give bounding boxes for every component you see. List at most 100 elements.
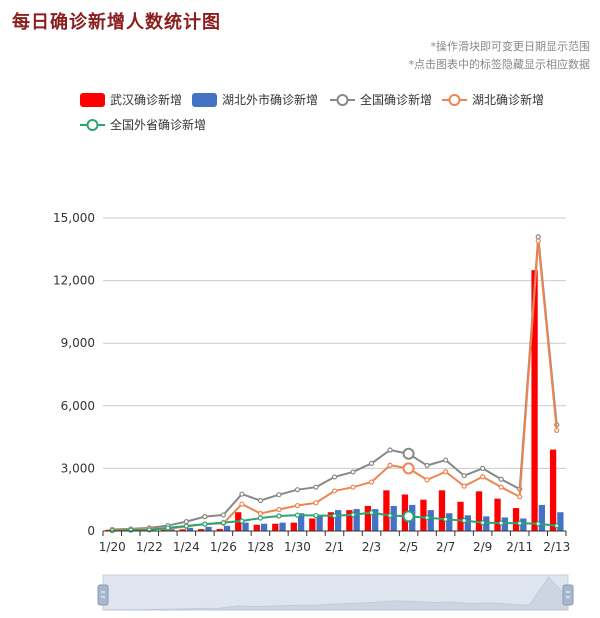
bar-s0-12[interactable] [327,512,334,531]
bar-s0-15[interactable] [383,490,390,531]
point-s4-3[interactable] [165,525,171,531]
point-s3-24[interactable] [554,427,560,434]
bar-s1-18[interactable] [446,513,453,531]
legend-item-0[interactable]: 武汉确诊新增 [80,92,182,107]
point-s2-14[interactable] [368,460,375,466]
legend-item-4[interactable]: 全国外省确诊新增 [80,117,206,132]
bar-s1-6[interactable] [223,525,231,531]
point-s2-7[interactable] [239,491,245,497]
point-s4-17[interactable] [424,515,430,521]
point-s3-8[interactable] [257,510,264,517]
bar-s0-10[interactable] [290,522,297,531]
bar-s1-23[interactable] [538,504,546,531]
point-s4-8[interactable] [257,515,264,521]
bar-s0-20[interactable] [475,491,483,531]
bar-s1-17[interactable] [427,510,434,531]
point-s4-12[interactable] [331,513,338,519]
point-s2-16[interactable] [402,447,415,460]
point-s4-5[interactable] [202,521,208,527]
point-s2-20[interactable] [480,465,486,471]
point-s2-15[interactable] [387,447,393,453]
bar-s0-18[interactable] [438,490,446,531]
point-s4-10[interactable] [294,512,301,518]
point-s2-13[interactable] [350,469,356,475]
point-s4-24[interactable] [554,523,560,529]
point-s4-6[interactable] [220,520,226,526]
legend-item-2[interactable]: 全国确诊新增 [330,92,432,107]
legend-item-3[interactable]: 湖北确诊新增 [442,92,544,107]
bar-s1-5[interactable] [205,526,212,531]
bar-s1-12[interactable] [335,510,342,531]
point-s2-11[interactable] [313,484,319,490]
bar-s1-13[interactable] [353,509,360,531]
point-s3-19[interactable] [461,483,467,489]
point-s3-15[interactable] [387,462,393,468]
point-s2-19[interactable] [461,473,467,479]
bar-s1-21[interactable] [501,517,508,531]
bar-s0-24[interactable] [549,449,557,531]
point-s2-5[interactable] [202,514,208,520]
bar-s1-14[interactable] [372,509,379,531]
bar-s0-22[interactable] [512,508,520,531]
point-s3-10[interactable] [294,502,301,509]
point-s2-12[interactable] [331,474,338,480]
point-s3-11[interactable] [313,500,319,506]
point-s4-19[interactable] [461,517,467,524]
bar-s0-6[interactable] [216,528,223,531]
bar-s0-19[interactable] [457,501,464,531]
point-s4-7[interactable] [239,518,245,524]
bar-s0-5[interactable] [198,529,205,531]
point-s2-4[interactable] [183,519,189,525]
bar-s1-19[interactable] [464,515,471,531]
point-s4-18[interactable] [443,516,449,522]
point-s2-9[interactable] [276,492,282,498]
point-s3-18[interactable] [443,469,449,475]
bar-s0-11[interactable] [309,518,316,531]
slider-handle-right[interactable] [562,584,574,606]
point-s2-18[interactable] [443,457,449,463]
bar-s0-21[interactable] [494,498,501,531]
point-s3-20[interactable] [480,474,486,480]
point-s2-10[interactable] [294,487,301,493]
point-s4-21[interactable] [498,520,504,526]
point-s4-9[interactable] [276,513,282,519]
legend-item-1[interactable]: 湖北外市确诊新增 [192,92,318,107]
bar-s1-10[interactable] [297,513,305,531]
bar-s0-14[interactable] [364,505,372,531]
bar-s0-4[interactable] [179,529,186,531]
bar-s1-3[interactable] [168,529,175,531]
bar-s1-11[interactable] [316,515,323,531]
bar-s1-15[interactable] [390,505,397,531]
bar-s0-13[interactable] [346,510,353,531]
point-s4-14[interactable] [368,510,375,516]
point-s3-12[interactable] [331,488,338,494]
point-s3-13[interactable] [350,484,356,490]
bar-s1-24[interactable] [557,512,564,531]
point-s4-20[interactable] [480,520,486,526]
bar-s0-23[interactable] [531,270,538,531]
point-s4-11[interactable] [313,512,319,519]
bar-s0-9[interactable] [272,523,279,531]
point-s4-22[interactable] [517,520,523,526]
bar-s0-3[interactable] [161,529,168,531]
bar-s1-22[interactable] [520,518,527,531]
point-s2-8[interactable] [257,497,264,504]
date-range-slider[interactable] [97,574,574,611]
point-s2-17[interactable] [424,462,430,469]
point-s4-23[interactable] [535,521,541,527]
point-s2-21[interactable] [498,476,504,482]
point-s4-16[interactable] [402,510,415,523]
point-s3-22[interactable] [517,494,523,500]
point-s2-6[interactable] [220,512,226,518]
bar-s1-4[interactable] [186,527,194,531]
bar-s0-0[interactable] [105,529,112,531]
point-s3-21[interactable] [498,484,504,490]
point-s3-17[interactable] [424,477,430,483]
bar-s1-8[interactable] [260,523,268,531]
point-s4-13[interactable] [350,512,356,518]
point-s3-7[interactable] [239,501,245,507]
point-s4-1[interactable] [128,527,134,533]
point-s3-23[interactable] [535,238,541,244]
bar-s1-9[interactable] [279,522,286,531]
point-s3-9[interactable] [276,506,282,513]
